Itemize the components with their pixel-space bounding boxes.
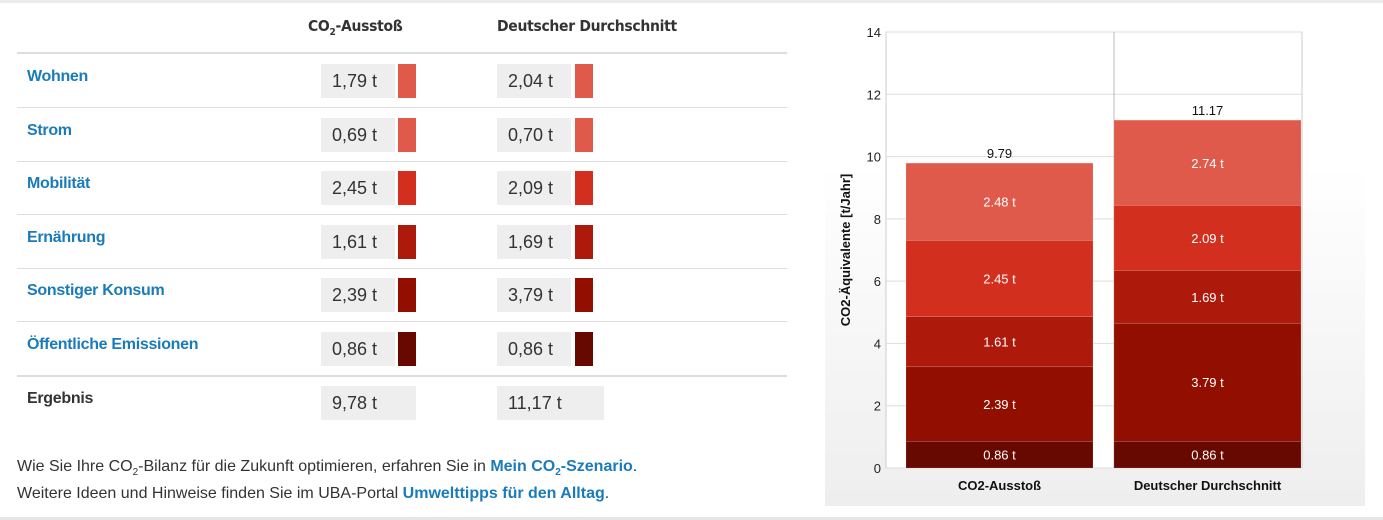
segment-label: 2.48 t — [983, 195, 1016, 210]
value-box: 0,86 t — [321, 332, 395, 366]
bar-segment — [905, 366, 1094, 442]
bar-segment — [905, 162, 1094, 241]
average-box: 0,70 t — [497, 118, 571, 152]
category-link[interactable]: Öffentliche Emissionen — [27, 336, 199, 353]
y-axis-label: CO2-Äquivalente [t/Jahr] — [838, 174, 853, 326]
color-swatch — [398, 278, 416, 312]
result-label: Ergebnis — [27, 390, 94, 407]
bar-segment — [905, 440, 1094, 469]
row-divider — [17, 214, 787, 215]
average-box: 2,09 t — [497, 171, 571, 205]
result-value: 9,78 t — [321, 386, 416, 420]
header-divider — [17, 52, 787, 54]
segment-label: 3.79 t — [1191, 375, 1224, 390]
y-tick-label: 10 — [867, 150, 881, 165]
y-tick-label: 6 — [874, 274, 881, 289]
total-label: 11.17 — [1192, 103, 1224, 118]
segment-label: 2.39 t — [983, 397, 1016, 412]
color-swatch — [575, 64, 593, 98]
header-average: Deutscher Durchschnitt — [497, 17, 677, 35]
bar-segment — [1113, 119, 1302, 206]
average-box: 0,86 t — [497, 332, 571, 366]
y-tick-label: 8 — [874, 212, 881, 227]
color-swatch — [398, 332, 416, 366]
row-divider — [17, 161, 787, 162]
result-divider — [17, 375, 787, 377]
y-tick-label: 12 — [867, 87, 881, 102]
total-label: 9.79 — [987, 146, 1012, 161]
value-box: 1,61 t — [321, 225, 395, 259]
y-tick-label: 14 — [867, 25, 881, 40]
color-swatch — [398, 171, 416, 205]
value-box: 2,45 t — [321, 171, 395, 205]
chart-panel: 0 2 4 6 8 10 12 14 0.86 t 2.39 t 1.61 t 2.45 t 2.48 … — [825, 20, 1365, 506]
color-swatch — [575, 171, 593, 205]
segment-label: 2.09 t — [1191, 231, 1224, 246]
footer-line-2: Weitere Ideen und Hinweise finden Sie im… — [17, 485, 610, 502]
color-swatch — [398, 64, 416, 98]
average-box: 1,69 t — [497, 225, 571, 259]
footer-line-1: Wie Sie Ihre CO2-Bilanz für die Zukunft … — [17, 458, 638, 479]
color-swatch — [398, 225, 416, 259]
y-tick-label: 4 — [874, 336, 881, 351]
value-box: 1,79 t — [321, 64, 395, 98]
color-swatch — [575, 225, 593, 259]
category-link[interactable]: Ernährung — [27, 229, 106, 246]
mein-co2-szenario-link[interactable]: Mein CO2-Szenario — [490, 458, 633, 479]
bar-segment — [905, 240, 1094, 317]
bar-segment — [1113, 205, 1302, 271]
row-divider — [17, 107, 787, 108]
category-link[interactable]: Sonstiger Konsum — [27, 282, 165, 299]
header-co2: CO2-Ausstoß — [308, 17, 403, 39]
stacked-bar-chart: 0 2 4 6 8 10 12 14 0.86 t 2.39 t 1.61 t 2.45 t 2.48 … — [838, 25, 1303, 493]
category-link[interactable]: Mobilität — [27, 175, 91, 192]
y-tick-label: 2 — [874, 399, 881, 414]
segment-label: 1.69 t — [1191, 290, 1224, 305]
result-average: 11,17 t — [497, 386, 604, 420]
segment-label: 0.86 t — [983, 448, 1016, 463]
bar-segment — [905, 316, 1094, 368]
category-link[interactable]: Strom — [27, 122, 72, 139]
bar-segment — [1113, 322, 1302, 442]
row-divider — [17, 268, 787, 269]
segment-label: 2.45 t — [983, 271, 1016, 286]
x-tick-label: Deutscher Durchschnitt — [1134, 478, 1282, 493]
y-tick-label: 0 — [874, 461, 881, 476]
color-swatch — [575, 332, 593, 366]
row-divider — [17, 321, 787, 322]
umwelttipps-link[interactable]: Umwelttipps für den Alltag — [402, 485, 605, 502]
color-swatch — [575, 278, 593, 312]
x-tick-label: CO2-Ausstoß — [958, 478, 1041, 493]
average-box: 2,04 t — [497, 64, 571, 98]
value-box: 0,69 t — [321, 118, 395, 152]
value-box: 2,39 t — [321, 278, 395, 312]
color-swatch — [575, 118, 593, 152]
category-link[interactable]: Wohnen — [27, 68, 89, 85]
segment-label: 0.86 t — [1191, 448, 1224, 463]
color-swatch — [398, 118, 416, 152]
segment-label: 1.61 t — [983, 335, 1016, 350]
average-box: 3,79 t — [497, 278, 571, 312]
segment-label: 2.74 t — [1191, 156, 1224, 171]
bar-segment — [1113, 270, 1302, 324]
